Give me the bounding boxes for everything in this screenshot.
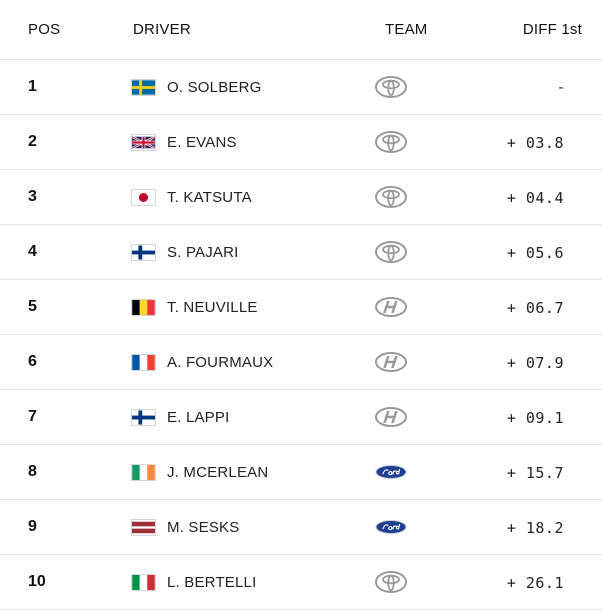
driver-name: E. LAPPI (167, 409, 230, 426)
diff-value: + 09.1 (506, 409, 564, 427)
diff-value: + 18.2 (506, 519, 564, 537)
header-team: TEAM (385, 21, 428, 38)
driver-name: O. SOLBERG (167, 79, 262, 96)
table-row[interactable]: 6 A. FOURMAUX + 07.9 (0, 335, 602, 390)
table-row[interactable]: 8 J. MCERLEAN + 15.7 (0, 445, 602, 500)
hyundai-logo-icon (374, 405, 408, 429)
united-kingdom-flag-icon (131, 134, 156, 151)
finland-flag-icon (131, 409, 156, 426)
driver-name: S. PAJARI (167, 244, 239, 261)
table-row[interactable]: 5 T. NEUVILLE + 06.7 (0, 280, 602, 335)
hyundai-logo-icon (374, 350, 408, 374)
position-number: 6 (28, 353, 37, 370)
diff-value: + 07.9 (506, 354, 564, 372)
table-row[interactable]: 4 S. PAJARI + 05.6 (0, 225, 602, 280)
diff-value: + 15.7 (506, 464, 564, 482)
toyota-logo-icon (374, 570, 408, 594)
driver-name: J. MCERLEAN (167, 464, 269, 481)
driver-name: M. SESKS (167, 519, 240, 536)
diff-value: - (558, 79, 564, 96)
toyota-logo-icon (374, 75, 408, 99)
table-row[interactable]: 3 T. KATSUTA + 04.4 (0, 170, 602, 225)
table-row[interactable]: 2 E. EVANS + 03.8 (0, 115, 602, 170)
position-number: 2 (28, 133, 37, 150)
sweden-flag-icon (131, 79, 156, 96)
position-number: 7 (28, 408, 37, 425)
table-row[interactable]: 7 E. LAPPI + 09.1 (0, 390, 602, 445)
position-number: 1 (28, 78, 37, 95)
table-body: 1 O. SOLBERG - 2 E. EVANS + 03.8 3 T. KATSUTA + … (0, 60, 602, 610)
diff-value: + 03.8 (506, 134, 564, 152)
driver-name: L. BERTELLI (167, 574, 257, 591)
position-number: 9 (28, 518, 37, 535)
position-number: 5 (28, 298, 37, 315)
toyota-logo-icon (374, 130, 408, 154)
toyota-logo-icon (374, 240, 408, 264)
driver-name: T. KATSUTA (167, 189, 252, 206)
finland-flag-icon (131, 244, 156, 261)
table-row[interactable]: 1 O. SOLBERG - (0, 60, 602, 115)
header-driver: DRIVER (133, 21, 191, 38)
toyota-logo-icon (374, 185, 408, 209)
ireland-flag-icon (131, 464, 156, 481)
france-flag-icon (131, 354, 156, 371)
header-pos: POS (28, 21, 61, 38)
ford-logo-icon (374, 460, 408, 484)
driver-name: T. NEUVILLE (167, 299, 258, 316)
japan-flag-icon (131, 189, 156, 206)
driver-name: E. EVANS (167, 134, 237, 151)
position-number: 3 (28, 188, 37, 205)
position-number: 10 (28, 573, 46, 590)
latvia-flag-icon (131, 519, 156, 536)
driver-name: A. FOURMAUX (167, 354, 274, 371)
hyundai-logo-icon (374, 295, 408, 319)
header-diff: DIFF 1st (522, 21, 582, 38)
table-row[interactable]: 9 M. SESKS + 18.2 (0, 500, 602, 555)
diff-value: + 26.1 (506, 574, 564, 592)
diff-value: + 04.4 (506, 189, 564, 207)
table-row[interactable]: 10 L. BERTELLI + 26.1 (0, 555, 602, 610)
diff-value: + 06.7 (506, 299, 564, 317)
table-header: POS DRIVER TEAM DIFF 1st (0, 0, 602, 60)
position-number: 8 (28, 463, 37, 480)
ford-logo-icon (374, 515, 408, 539)
position-number: 4 (28, 243, 37, 260)
belgium-flag-icon (131, 299, 156, 316)
italy-flag-icon (131, 574, 156, 591)
diff-value: + 05.6 (506, 244, 564, 262)
